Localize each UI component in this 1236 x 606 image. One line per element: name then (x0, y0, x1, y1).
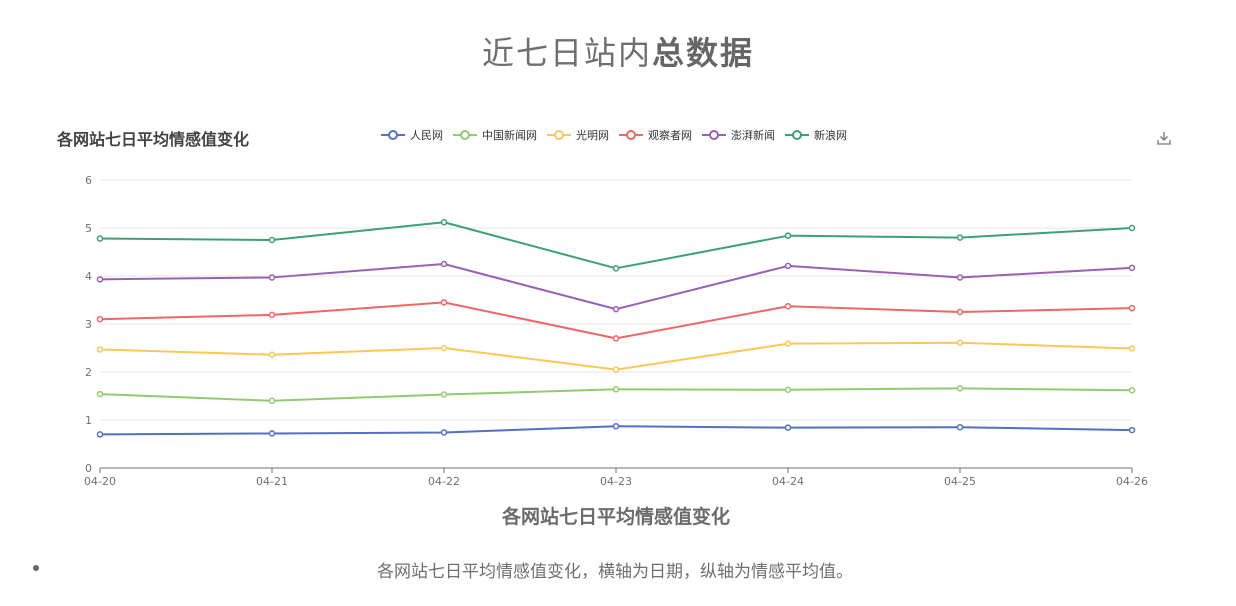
y-tick-label: 6 (85, 174, 92, 187)
chart-caption: 各网站七日平均情感值变化，横轴为日期，纵轴为情感平均值。 (377, 562, 853, 582)
page-title: 近七日站内总数据 (0, 28, 1236, 74)
legend-label: 人民网 (410, 129, 443, 142)
data-point (268, 430, 276, 437)
data-point (612, 305, 620, 313)
legend-marker-icon (453, 130, 477, 140)
legend-item[interactable]: 人民网 (381, 127, 443, 143)
data-point (440, 344, 448, 352)
data-point (1128, 345, 1136, 352)
legend-label: 中国新闻网 (482, 129, 537, 142)
data-point (784, 302, 792, 310)
x-tick-label: 04-22 (428, 475, 460, 488)
x-axis-title: 各网站七日平均情感值变化 (501, 506, 730, 528)
data-point (96, 431, 104, 438)
data-point (1128, 224, 1136, 232)
data-point (268, 397, 276, 405)
chart-title: 各网站七日平均情感值变化 (57, 130, 250, 149)
y-tick-label: 3 (85, 318, 92, 331)
data-point (784, 386, 792, 394)
x-tick-label: 04-21 (256, 475, 288, 488)
data-point (956, 274, 964, 281)
data-point (1128, 426, 1136, 434)
legend-marker-icon (381, 130, 405, 140)
data-point (784, 340, 792, 347)
legend-item[interactable]: 光明网 (547, 127, 609, 143)
data-point (268, 236, 276, 244)
legend-item[interactable]: 中国新闻网 (453, 127, 537, 143)
data-point (96, 276, 104, 283)
data-point (440, 218, 448, 226)
data-point (96, 390, 104, 398)
page-title-bold: 总数据 (652, 34, 755, 72)
legend-marker-icon (785, 130, 809, 140)
legend-marker-icon (702, 130, 726, 140)
data-point (956, 234, 964, 241)
data-point (268, 311, 276, 319)
data-point (268, 274, 276, 281)
y-tick-label: 5 (85, 222, 92, 235)
x-tick-label: 04-26 (1116, 475, 1148, 488)
data-point (612, 422, 620, 430)
data-point (1128, 264, 1136, 272)
data-point (612, 335, 620, 342)
series-line (99, 341, 1133, 371)
legend-label: 光明网 (576, 129, 609, 142)
data-point (440, 299, 448, 306)
data-point (956, 308, 964, 316)
data-point (784, 262, 792, 270)
page-title-normal: 近七日站内 (481, 34, 652, 72)
data-point (612, 386, 620, 393)
legend-label: 澎湃新闻 (731, 129, 775, 142)
series-line (99, 221, 1133, 270)
data-point (1128, 386, 1136, 394)
data-point (96, 235, 104, 242)
data-point (784, 424, 792, 431)
y-tick-label: 4 (85, 270, 92, 283)
x-tick-label: 04-23 (600, 475, 632, 488)
legend-label: 观察者网 (648, 129, 692, 142)
x-tick-label: 04-20 (84, 475, 116, 488)
y-tick-label: 1 (85, 414, 92, 427)
data-point (268, 351, 276, 358)
download-icon[interactable] (1156, 130, 1172, 146)
data-point (784, 232, 792, 239)
data-point (612, 265, 620, 272)
data-point (440, 391, 448, 398)
chart-legend: 人民网 中国新闻网 光明网 观察者网 澎湃新闻 新浪网 (381, 127, 857, 143)
data-point (96, 315, 104, 323)
data-point (956, 339, 964, 346)
y-tick-label: 0 (85, 462, 92, 475)
data-point (440, 260, 448, 268)
legend-item[interactable]: 观察者网 (619, 127, 692, 143)
data-point (1128, 304, 1136, 312)
data-point (440, 429, 448, 436)
data-point (956, 385, 964, 392)
caption-bullet (33, 565, 39, 571)
data-point (612, 366, 620, 373)
legend-marker-icon (619, 130, 643, 140)
y-tick-label: 2 (85, 366, 92, 379)
data-point (96, 346, 104, 353)
x-tick-label: 04-24 (772, 475, 804, 488)
legend-item[interactable]: 澎湃新闻 (702, 127, 775, 143)
legend-label: 新浪网 (814, 129, 847, 142)
legend-marker-icon (547, 130, 571, 140)
data-point (956, 423, 964, 431)
x-tick-label: 04-25 (944, 475, 976, 488)
legend-item[interactable]: 新浪网 (785, 127, 847, 143)
